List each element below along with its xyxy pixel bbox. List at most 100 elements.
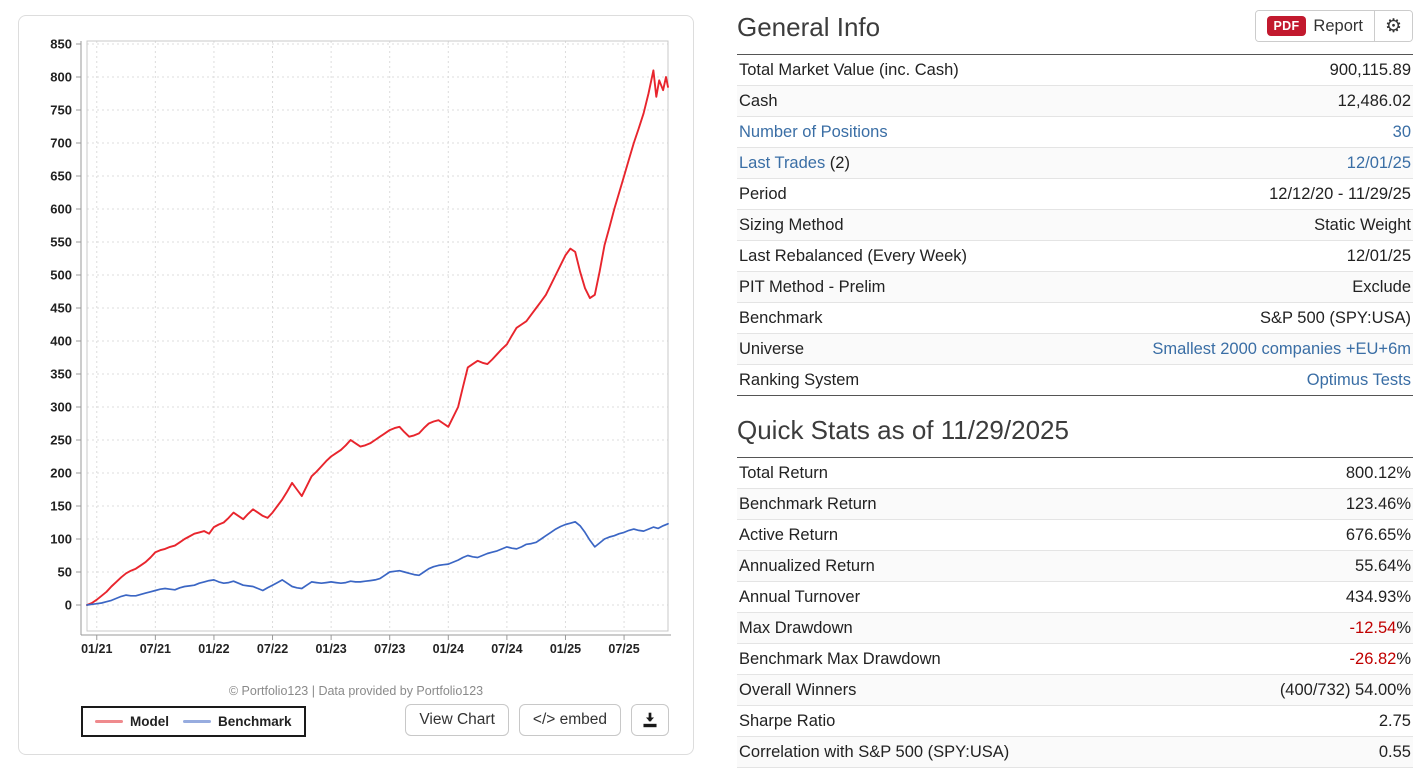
svg-text:07/25: 07/25 [608, 642, 639, 656]
row-label[interactable]: Number of Positions [739, 123, 888, 142]
row-value: 12/12/20 - 11/29/25 [1269, 185, 1411, 204]
row-label[interactable]: Last Trades (2) [739, 154, 850, 173]
svg-text:750: 750 [50, 103, 72, 118]
svg-text:450: 450 [50, 301, 72, 316]
pdf-report-button[interactable]: PDF Report [1255, 11, 1374, 41]
svg-text:07/24: 07/24 [491, 642, 522, 656]
table-row: Benchmark S&P 500 (SPY:USA) [737, 302, 1413, 334]
svg-text:300: 300 [50, 400, 72, 415]
chart-legend: Model Benchmark [81, 706, 306, 737]
report-label: Report [1313, 16, 1363, 35]
table-row: Total Return 800.12% [737, 457, 1413, 489]
row-value[interactable]: Smallest 2000 companies +EU+6m [1152, 340, 1411, 359]
row-value: 0.55 [1378, 743, 1411, 762]
svg-text:850: 850 [50, 37, 72, 52]
svg-text:550: 550 [50, 235, 72, 250]
row-value: S&P 500 (SPY:USA) [1259, 309, 1411, 328]
svg-text:07/21: 07/21 [140, 642, 171, 656]
row-value: 676.65% [1345, 526, 1411, 545]
legend-item-benchmark: Benchmark [183, 714, 292, 729]
row-label: Active Return [739, 526, 839, 545]
quick-stats-table: Total Return 800.12% Benchmark Return 123.4… [737, 457, 1413, 769]
row-value: 800.12% [1345, 464, 1411, 483]
row-value: -12.54% [1349, 619, 1411, 638]
download-icon [641, 711, 659, 729]
row-label: PIT Method - Prelim [739, 278, 886, 297]
settings-button[interactable]: ⚙ [1373, 11, 1412, 41]
svg-text:700: 700 [50, 136, 72, 151]
row-value: 123.46% [1345, 495, 1411, 514]
table-row: Max Drawdown -12.54% [737, 612, 1413, 644]
row-value: 900,115.89 [1329, 61, 1411, 80]
table-row: Last Trades (2) 12/01/25 [737, 147, 1413, 179]
embed-button[interactable]: </> embed [518, 704, 621, 736]
table-row: Annualized Return 55.64% [737, 550, 1413, 582]
download-button[interactable] [631, 704, 669, 736]
row-label: Cash [739, 92, 778, 111]
row-value: Static Weight [1314, 216, 1411, 235]
gear-icon: ⚙ [1384, 15, 1402, 37]
svg-text:100: 100 [50, 532, 72, 547]
page-title: General Info [737, 12, 881, 42]
row-label: Annualized Return [739, 557, 875, 576]
row-label: Total Market Value (inc. Cash) [739, 61, 959, 80]
svg-text:01/23: 01/23 [315, 642, 346, 656]
table-row: Universe Smallest 2000 companies +EU+6m [737, 333, 1413, 365]
table-row: Number of Positions 30 [737, 116, 1413, 148]
performance-chart-card: 0 50 100 150 200 250 300 350 400 450 500 550 600 650 7… [18, 15, 694, 755]
svg-text:500: 500 [50, 268, 72, 283]
row-value[interactable]: 30 [1392, 123, 1411, 142]
legend-item-model: Model [95, 714, 169, 729]
svg-text:200: 200 [50, 466, 72, 481]
svg-text:01/24: 01/24 [433, 642, 464, 656]
table-row: Sizing Method Static Weight [737, 209, 1413, 241]
svg-text:250: 250 [50, 433, 72, 448]
view-chart-button[interactable]: View Chart [405, 704, 509, 736]
row-label: Max Drawdown [739, 619, 853, 638]
svg-text:50: 50 [58, 565, 72, 580]
chart-attribution: © Portfolio123 | Data provided by Portfo… [228, 684, 484, 698]
table-row: Overall Winners (400/732) 54.00% [737, 674, 1413, 706]
row-label: Sharpe Ratio [739, 712, 836, 731]
svg-text:600: 600 [50, 202, 72, 217]
svg-text:07/23: 07/23 [374, 642, 405, 656]
svg-text:400: 400 [50, 334, 72, 349]
row-value[interactable]: Optimus Tests [1306, 371, 1411, 390]
table-row: Correlation with S&P 500 (SPY:USA) 0.55 [737, 736, 1413, 768]
row-value: 12,486.02 [1337, 92, 1411, 111]
legend-swatch [183, 720, 211, 723]
table-row: Benchmark Max Drawdown -26.82% [737, 643, 1413, 675]
row-label: Annual Turnover [739, 588, 861, 607]
row-value: 12/01/25 [1346, 247, 1411, 266]
row-label: Benchmark Max Drawdown [739, 650, 941, 669]
row-value: -26.82% [1349, 650, 1411, 669]
svg-text:150: 150 [50, 499, 72, 514]
table-row: Sharpe Ratio 2.75 [737, 705, 1413, 737]
table-row: Benchmark Return 123.46% [737, 488, 1413, 520]
chart-toolbar: View Chart </> embed [405, 704, 669, 736]
row-value: Exclude [1352, 278, 1411, 297]
row-label: Last Rebalanced (Every Week) [739, 247, 968, 266]
svg-text:800: 800 [50, 70, 72, 85]
info-panel: General Info PDF Report ⚙ Total Market V… [737, 10, 1413, 769]
table-row: Annual Turnover 434.93% [737, 581, 1413, 613]
table-row: Ranking System Optimus Tests [737, 364, 1413, 396]
general-info-header: General Info PDF Report ⚙ [737, 10, 1413, 43]
general-info-table: Total Market Value (inc. Cash) 900,115.89… [737, 54, 1413, 397]
svg-text:01/25: 01/25 [550, 642, 581, 656]
table-row: PIT Method - Prelim Exclude [737, 271, 1413, 303]
table-row: Period 12/12/20 - 11/29/25 [737, 178, 1413, 210]
svg-text:650: 650 [50, 169, 72, 184]
svg-text:01/21: 01/21 [81, 642, 112, 656]
table-row: Cash 12,486.02 [737, 85, 1413, 117]
row-value: 55.64% [1355, 557, 1411, 576]
row-label: Correlation with S&P 500 (SPY:USA) [739, 743, 1010, 762]
row-label: Period [739, 185, 787, 204]
quick-stats-title: Quick Stats as of 11/29/2025 [737, 415, 1069, 446]
row-value[interactable]: 12/01/25 [1346, 154, 1411, 173]
svg-text:0: 0 [65, 598, 72, 613]
report-button-group: PDF Report ⚙ [1254, 10, 1413, 42]
row-value: (400/732) 54.00% [1279, 681, 1411, 700]
row-label: Sizing Method [739, 216, 844, 235]
legend-label: Model [130, 714, 169, 729]
